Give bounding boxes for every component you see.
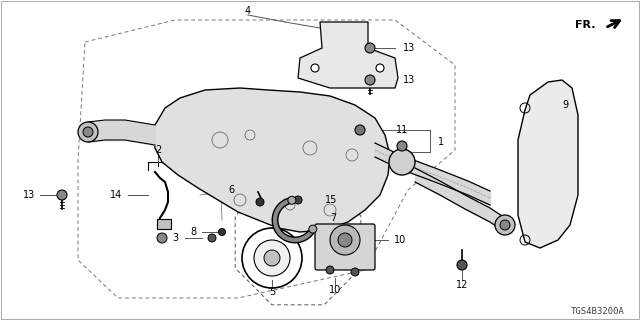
Circle shape	[264, 250, 280, 266]
Circle shape	[309, 225, 317, 233]
Circle shape	[495, 215, 515, 235]
Circle shape	[78, 122, 98, 142]
Polygon shape	[298, 22, 398, 88]
Circle shape	[326, 266, 334, 274]
Circle shape	[389, 149, 415, 175]
Circle shape	[294, 196, 302, 204]
Text: 3: 3	[172, 233, 178, 243]
Text: 13: 13	[403, 75, 415, 85]
Circle shape	[57, 190, 67, 200]
Text: 11: 11	[396, 125, 408, 135]
Text: 10: 10	[394, 235, 406, 245]
Text: 10: 10	[329, 285, 341, 295]
Circle shape	[288, 196, 296, 204]
Circle shape	[218, 228, 225, 236]
FancyBboxPatch shape	[315, 224, 375, 270]
Circle shape	[365, 75, 375, 85]
Circle shape	[208, 234, 216, 242]
Text: 15: 15	[325, 195, 337, 205]
Text: 6: 6	[228, 185, 234, 195]
Circle shape	[83, 127, 93, 137]
Text: 14: 14	[109, 190, 122, 200]
Text: 13: 13	[403, 43, 415, 53]
Text: 8: 8	[190, 227, 196, 237]
Text: 5: 5	[269, 287, 275, 297]
Text: 12: 12	[456, 280, 468, 290]
Polygon shape	[153, 88, 390, 232]
Circle shape	[256, 198, 264, 206]
Text: 2: 2	[155, 145, 161, 155]
Circle shape	[397, 141, 407, 151]
FancyBboxPatch shape	[157, 219, 171, 229]
Text: 1: 1	[438, 137, 444, 147]
Text: 13: 13	[23, 190, 35, 200]
Circle shape	[376, 64, 384, 72]
Circle shape	[355, 125, 365, 135]
Text: 4: 4	[245, 6, 251, 16]
Circle shape	[157, 233, 167, 243]
Circle shape	[338, 233, 352, 247]
Polygon shape	[518, 80, 578, 248]
Text: 7: 7	[330, 213, 336, 223]
Text: TGS4B3200A: TGS4B3200A	[572, 308, 625, 316]
Circle shape	[365, 43, 375, 53]
Circle shape	[254, 240, 290, 276]
Circle shape	[500, 220, 510, 230]
Circle shape	[457, 260, 467, 270]
Circle shape	[330, 225, 360, 255]
Circle shape	[351, 268, 359, 276]
Text: 9: 9	[562, 100, 568, 110]
Circle shape	[311, 64, 319, 72]
Text: FR.: FR.	[575, 20, 595, 30]
